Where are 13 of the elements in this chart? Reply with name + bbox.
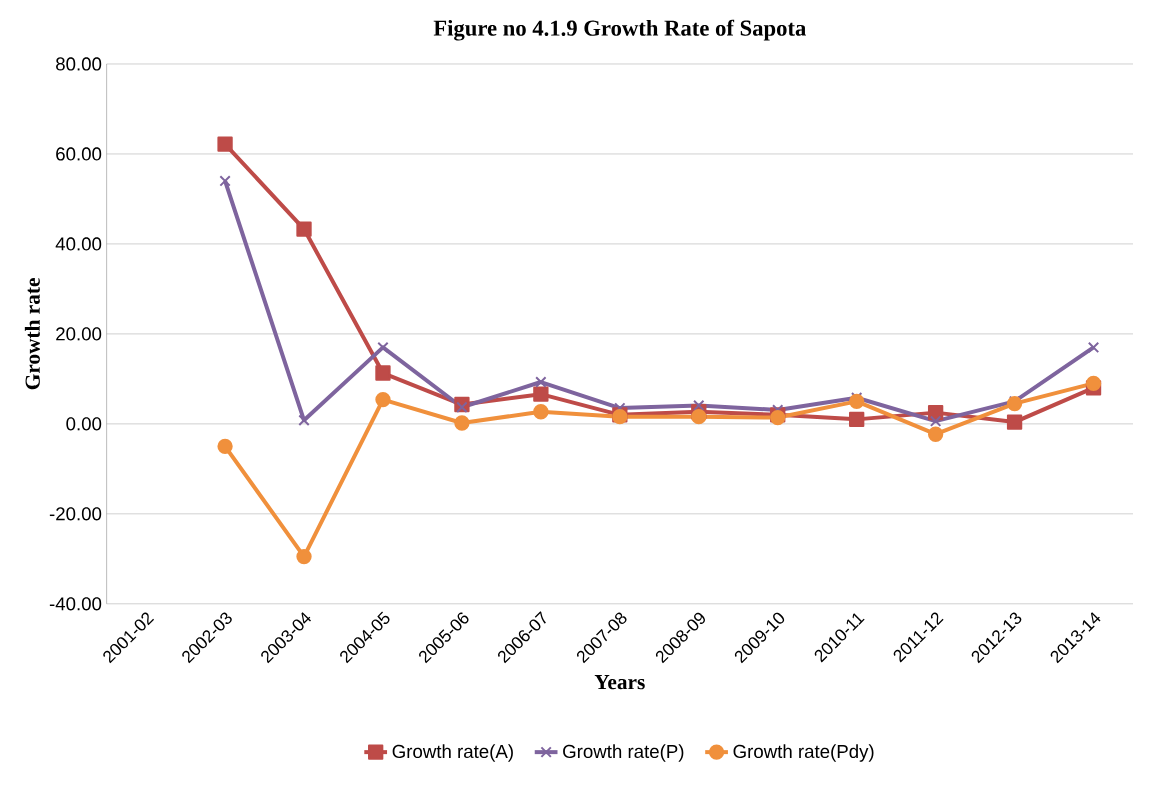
y-tick-label: -40.00 — [49, 596, 102, 611]
y-tick-label: 20.00 — [56, 327, 102, 341]
chart-title: Figure no 4.1.9 Growth Rate of Sapota — [433, 19, 806, 41]
y-tick-label: 0.00 — [66, 417, 102, 431]
legend-label: Growth rate(Pdy) — [733, 744, 874, 762]
legend-label: Growth rate(P) — [563, 744, 684, 762]
y-tick-label: 40.00 — [55, 237, 102, 251]
y-tick-label: -20.00 — [49, 507, 102, 521]
legend-label: Growth rate(A) — [392, 744, 513, 762]
y-tick-label: 80.00 — [56, 57, 102, 71]
x-axis-title: Years — [594, 674, 645, 690]
y-axis-title: Growth rate — [24, 277, 40, 390]
y-tick-label: 60.00 — [56, 147, 102, 161]
